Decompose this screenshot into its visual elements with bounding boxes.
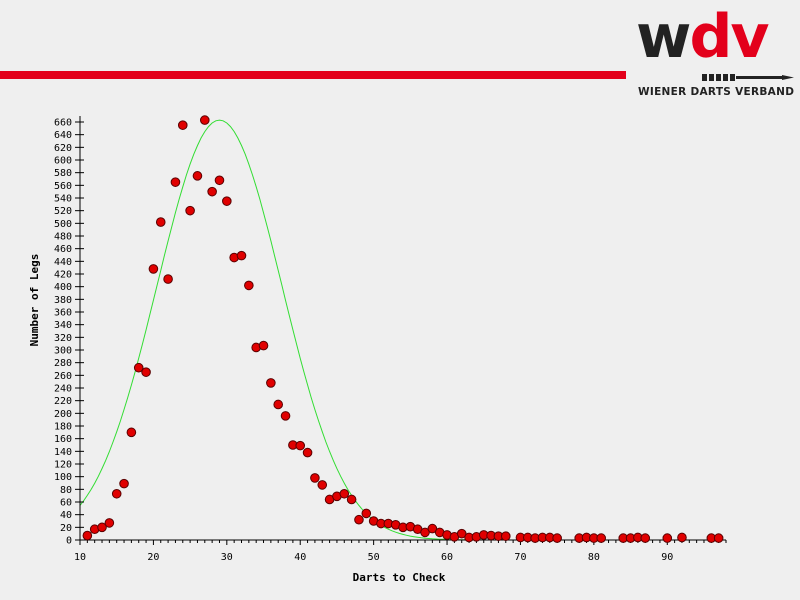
data-point [339,488,350,499]
y-tick-label: 120 [54,460,72,471]
data-point [317,480,328,490]
y-tick-label: 20 [60,523,72,534]
data-point [596,533,607,543]
data-point [141,367,151,377]
data-point [148,264,159,274]
data-point [427,523,438,534]
y-tick-label: 420 [54,270,72,281]
x-tick-label: 90 [661,552,673,563]
x-tick-label: 80 [588,552,600,563]
y-tick-label: 260 [54,371,72,382]
y-tick-label: 320 [54,333,72,344]
logo-subtitle: WIENER DARTS VERBAND [638,86,795,98]
data-point [456,528,467,539]
x-tick-label: 10 [74,552,86,563]
dart-icon [702,74,794,81]
y-tick-label: 520 [54,206,72,217]
data-point [420,527,430,538]
wdv-logo: wdv WIENER DARTS VERBAND [634,4,800,100]
header-red-bar [0,71,626,79]
data-point [500,531,511,542]
y-tick-label: 660 [54,118,72,129]
data-point [713,533,724,543]
data-point [119,478,129,489]
y-tick-label: 340 [54,320,72,331]
x-tick-label: 40 [294,552,306,563]
y-axis-title: Number of Legs [28,254,41,347]
data-point [266,378,276,388]
y-tick-label: 540 [54,194,72,205]
y-tick-label: 80 [60,485,72,496]
data-point [163,274,173,284]
y-tick-label: 40 [60,510,72,521]
y-tick-label: 100 [54,472,72,483]
data-point [126,427,137,438]
data-point [155,217,166,227]
y-tick-label: 140 [54,447,72,458]
x-tick-label: 50 [368,552,380,563]
y-tick-label: 460 [54,244,72,255]
data-point [192,171,203,181]
data-point [185,205,195,216]
y-ticks: 0204060801001201401601802002202402602803… [54,118,84,547]
y-tick-label: 360 [54,308,72,319]
y-tick-label: 160 [54,434,72,445]
data-points [82,115,724,543]
data-point [170,177,181,187]
data-point [199,115,210,125]
data-point [236,250,247,261]
x-tick-label: 70 [514,552,526,563]
y-tick-label: 500 [54,219,72,230]
data-point [354,514,364,525]
y-tick-label: 620 [54,143,72,154]
data-point [222,196,232,206]
data-point [111,488,122,499]
x-tick-label: 60 [441,552,453,563]
data-point [677,532,687,543]
logo-letter-w: w [636,2,691,72]
data-point [177,120,188,130]
data-point [280,411,291,421]
y-tick-label: 480 [54,232,72,243]
y-tick-label: 580 [54,168,72,179]
y-tick-label: 440 [54,257,72,268]
data-point [133,362,144,373]
y-tick-label: 0 [66,536,72,547]
data-point [295,440,306,451]
y-tick-label: 200 [54,409,72,420]
y-tick-label: 60 [60,498,72,509]
y-tick-label: 380 [54,295,72,306]
data-point [310,473,320,483]
y-tick-label: 180 [54,422,72,433]
data-point [214,175,225,186]
data-point [640,533,651,543]
data-point [552,533,562,543]
data-point [346,494,357,505]
logo-letters-dv: dv [689,2,769,72]
data-point [244,280,254,291]
y-tick-label: 560 [54,181,72,192]
data-point [82,530,93,541]
x-tick-label: 30 [221,552,233,563]
y-tick-label: 640 [54,130,72,141]
logo-mark: wdv [636,2,770,72]
y-tick-label: 600 [54,156,72,167]
y-tick-label: 240 [54,384,72,395]
y-tick-label: 220 [54,396,72,407]
data-point [97,522,107,533]
data-point [104,518,115,528]
x-ticks: 10 20 30 40 50 60 70 80 90 [74,540,727,563]
data-point [662,533,673,543]
y-tick-label: 400 [54,282,72,293]
data-point [302,447,313,458]
y-tick-label: 300 [54,346,72,357]
x-axis-title: Darts to Check [353,571,446,584]
data-point [273,399,284,410]
x-tick-label: 20 [147,552,159,563]
y-tick-label: 280 [54,358,72,369]
data-point [258,340,269,351]
data-point [207,186,217,197]
data-point [361,508,372,519]
